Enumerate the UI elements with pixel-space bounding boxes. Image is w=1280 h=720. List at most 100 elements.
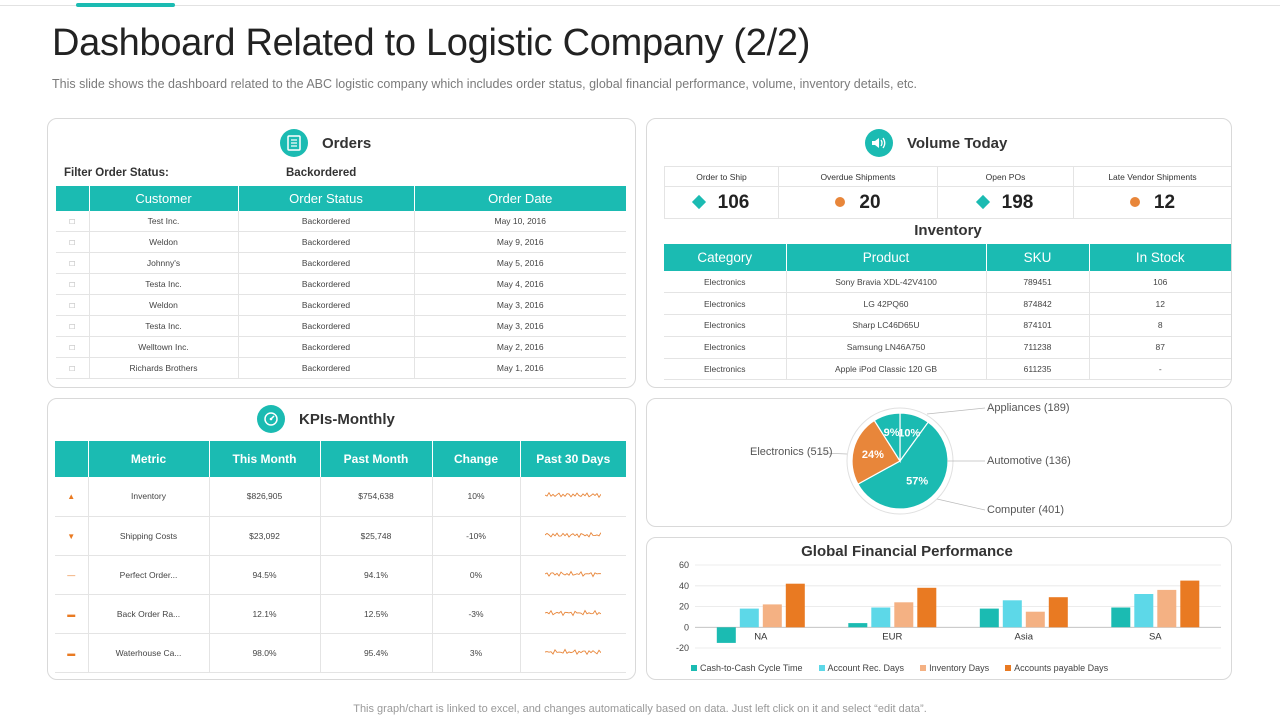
order-row-marker[interactable]: □: [56, 273, 90, 296]
kpi-sparkline: [545, 570, 602, 578]
dot-icon: [835, 197, 846, 208]
financial-bar-chart[interactable]: 60 40 20 0 -20 NA EUR Asia SA: [647, 538, 1232, 680]
bar-sa-series-3[interactable]: [1180, 580, 1200, 628]
order-status: Backordered: [238, 231, 415, 254]
kpi-row: ▲ Inventory $826,905 $754,638 10%: [55, 477, 626, 517]
page-title: Dashboard Related to Logistic Company (2…: [52, 22, 811, 64]
bar-category-label: NA: [754, 631, 768, 642]
order-customer: Richards Brothers: [89, 357, 239, 379]
filter-value[interactable]: Backordered: [286, 167, 357, 179]
order-row[interactable]: □ Welltown Inc. Backordered May 2, 2016: [56, 336, 626, 358]
bar-eur-series-0[interactable]: [848, 623, 868, 628]
bar-sa-series-1[interactable]: [1134, 594, 1154, 628]
order-row[interactable]: □ Weldon Backordered May 3, 2016: [56, 294, 626, 316]
orders-card: Orders Filter Order Status: Backordered …: [47, 118, 636, 388]
kpi-col-past-month[interactable]: Past Month: [320, 441, 433, 477]
inventory-table: Category Product SKU In Stock Electronic…: [664, 244, 1231, 381]
legend-swatch: [691, 665, 697, 671]
inventory-col-sku[interactable]: SKU: [986, 244, 1090, 271]
kpi-title: KPIs-Monthly: [299, 410, 395, 428]
order-row[interactable]: □ Testa Inc. Backordered May 4, 2016: [56, 273, 626, 296]
kpi-sparkline-line: [544, 531, 602, 538]
volume-value-cell: 198: [937, 186, 1074, 219]
bar-asia-series-2[interactable]: [1025, 611, 1045, 628]
kpi-change: -10%: [432, 516, 521, 556]
inventory-header-row: Category Product SKU In Stock: [664, 244, 1231, 271]
kpi-trend-arrow-icon: ▬: [67, 610, 76, 620]
order-row-marker[interactable]: □: [56, 294, 90, 316]
kpi-metric: Waterhouse Ca...: [88, 633, 210, 674]
bar-y-tick: 40: [679, 581, 689, 591]
bar-eur-series-2[interactable]: [894, 602, 914, 628]
kpi-col-metric[interactable]: Metric: [88, 441, 210, 477]
orders-body: □ Test Inc. Backordered May 10, 2016 □ Weldon…: [56, 211, 626, 379]
inventory-col-product[interactable]: Product: [786, 244, 987, 271]
orders-col-status[interactable]: Order Status: [238, 186, 415, 211]
kpi-change: 3%: [432, 633, 521, 674]
kpi-col-this-month[interactable]: This Month: [209, 441, 321, 477]
inventory-col-category[interactable]: Category: [664, 244, 787, 271]
bar-asia-series-0[interactable]: [979, 608, 999, 628]
bar-sa-series-2[interactable]: [1157, 589, 1177, 628]
volume-label: Overdue Shipments: [778, 166, 938, 187]
order-row-marker[interactable]: □: [56, 357, 90, 379]
bar-na-series-1[interactable]: [739, 608, 759, 628]
kpi-indicator: —: [55, 555, 89, 596]
order-row[interactable]: □ Weldon Backordered May 9, 2016: [56, 231, 626, 254]
inventory-category: Electronics: [664, 292, 787, 316]
inventory-col-stock[interactable]: In Stock: [1089, 244, 1231, 271]
volume-label: Order to Ship: [664, 166, 779, 187]
pie-slice-electronics[interactable]: [857, 421, 949, 510]
kpi-table: Metric This Month Past Month Change Past…: [55, 441, 626, 674]
bar-y-tick: 60: [679, 560, 689, 570]
kpi-indicator: ▬: [55, 633, 89, 674]
bar-sa-series-0[interactable]: [1111, 607, 1131, 628]
pie-chart[interactable]: 10%9%24% 57%: [647, 399, 1232, 527]
kpi-row: — Perfect Order... 94.5% 94.1% 0%: [55, 555, 626, 596]
kpi-sparkline-line: [545, 570, 602, 578]
inventory-body: Electronics Sony Bravia XDL-42V4100 789451…: [664, 271, 1231, 381]
bar-na-series-0[interactable]: [716, 627, 736, 643]
legend-item[interactable]: Cash-to-Cash Cycle Time: [691, 663, 803, 673]
inventory-stock: 12: [1089, 292, 1231, 316]
order-row-marker[interactable]: □: [56, 315, 90, 337]
bar-asia-series-3[interactable]: [1048, 597, 1068, 628]
volume-value-cell: 106: [664, 186, 779, 219]
legend-item[interactable]: Accounts payable Days: [1005, 663, 1108, 673]
orders-col-customer[interactable]: Customer: [89, 186, 239, 211]
kpi-sparkline-line: [545, 492, 602, 499]
kpi-sparkline-cell: [520, 594, 626, 635]
order-customer: Testa Inc.: [89, 315, 239, 337]
order-row[interactable]: □ Richards Brothers Backordered May 1, 2016: [56, 357, 626, 379]
order-row-marker[interactable]: □: [56, 252, 90, 275]
kpi-header-row: Metric This Month Past Month Change Past…: [55, 441, 626, 477]
order-row[interactable]: □ Johnny's Backordered May 5, 2016: [56, 252, 626, 275]
bar-eur-series-1[interactable]: [871, 607, 891, 628]
order-row[interactable]: □ Test Inc. Backordered May 10, 2016: [56, 211, 626, 233]
bar-y-tick: -20: [676, 643, 689, 653]
bar-na-series-2[interactable]: [762, 604, 782, 628]
bar-asia-series-1[interactable]: [1002, 600, 1022, 628]
kpi-col-change[interactable]: Change: [432, 441, 521, 477]
legend-item[interactable]: Account Rec. Days: [818, 663, 904, 673]
kpi-col-past-30[interactable]: Past 30 Days: [520, 441, 626, 477]
pie-slice-computer[interactable]: [851, 419, 901, 485]
order-row-marker[interactable]: □: [56, 211, 90, 233]
kpi-sparkline: [545, 648, 602, 656]
volume-value: 198: [1001, 191, 1034, 213]
bar-eur-series-3[interactable]: [917, 587, 937, 628]
orders-col-date[interactable]: Order Date: [414, 186, 626, 211]
financial-card: Global Financial Performance 60 40 20 0 -20 N…: [646, 537, 1232, 680]
pie-slice-automotive[interactable]: [873, 412, 901, 464]
order-row-marker[interactable]: □: [56, 231, 90, 254]
bar-na-series-3[interactable]: [785, 583, 805, 628]
order-date: May 4, 2016: [414, 273, 626, 296]
inventory-sku: 874842: [986, 292, 1090, 316]
legend-item[interactable]: Inventory Days: [920, 663, 989, 673]
order-row-marker[interactable]: □: [56, 336, 90, 358]
kpi-change: 0%: [432, 555, 521, 596]
pie-callout-automotive: Automotive (136): [987, 455, 1071, 467]
order-row[interactable]: □ Testa Inc. Backordered May 3, 2016: [56, 315, 626, 337]
kpi-past-month: 12.5%: [320, 594, 433, 635]
kpi-this-month: $826,905: [209, 477, 321, 517]
